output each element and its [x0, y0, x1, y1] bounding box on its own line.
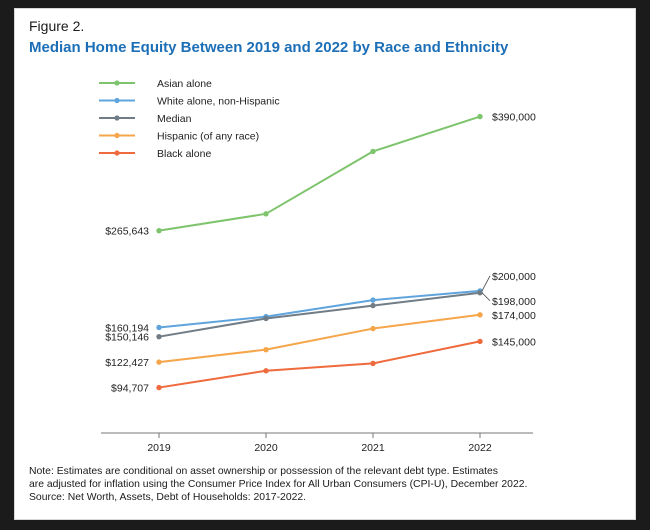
x-tick-label-2019: 2019 [147, 442, 171, 454]
start-label-white-alone-non-hispanic: $160,194 [105, 322, 149, 334]
point-black-alone-2022 [477, 338, 483, 345]
point-median-2022 [477, 290, 483, 296]
series-line-black-alone [158, 340, 481, 389]
legend-label-median: Median [157, 113, 192, 125]
end-label-hispanic-of-any-race: $174,000 [492, 310, 536, 322]
point-asian-alone-2019 [156, 227, 162, 234]
note-line-1: Note: Estimates are conditional on asset… [29, 466, 498, 477]
point-median-2020 [263, 315, 269, 322]
series-line-asian-alone [158, 115, 481, 232]
start-label-asian-alone: $265,643 [105, 226, 149, 238]
legend-swatch-marker-white-alone-non-hispanic [114, 97, 120, 104]
series-line-hispanic-of-any-race [158, 313, 481, 364]
figure-label: Figure 2. [29, 18, 85, 34]
point-black-alone-2019 [156, 384, 162, 391]
end-label-asian-alone: $390,000 [492, 112, 536, 124]
legend-label-black-alone: Black alone [157, 148, 211, 160]
start-label-black-alone: $94,707 [111, 383, 149, 395]
legend-label-asian-alone: Asian alone [157, 78, 212, 90]
point-median-2021 [370, 302, 376, 309]
point-hispanic-of-any-race-2020 [263, 346, 269, 353]
point-hispanic-of-any-race-2022 [477, 312, 483, 318]
legend-swatch-marker-black-alone [114, 150, 120, 156]
point-asian-alone-2020 [263, 211, 269, 217]
point-asian-alone-2022 [477, 113, 483, 120]
end-label-median: $198,000 [492, 296, 536, 308]
x-tick-label-2021: 2021 [361, 442, 385, 454]
point-white-alone-non-hispanic-2021 [370, 297, 376, 303]
legend-swatch-marker-median [114, 115, 120, 121]
leader-line-median [481, 292, 491, 302]
figure-notes: Note: Estimates are conditional on asset… [29, 465, 623, 504]
line-chart: 2019 2020 2021 2022 Asian alone White alone, … [99, 78, 536, 454]
series-line-median [158, 291, 481, 338]
point-white-alone-non-hispanic-2019 [156, 324, 162, 331]
note-line-2: are adjusted for inflation using the Con… [29, 479, 528, 490]
point-median-2019 [156, 333, 162, 340]
start-label-hispanic-of-any-race: $122,427 [105, 357, 149, 369]
x-tick-label-2020: 2020 [254, 442, 278, 454]
end-label-black-alone: $145,000 [492, 336, 536, 348]
series-line-white-alone-non-hispanic [158, 289, 481, 329]
legend-label-hispanic-of-any-race: Hispanic (of any race) [157, 130, 259, 142]
x-tick-label-2022: 2022 [468, 442, 492, 454]
figure-title: Median Home Equity Between 2019 and 2022… [29, 39, 509, 56]
leader-line-white-alone-non-hispanic [481, 275, 491, 292]
point-black-alone-2020 [263, 368, 269, 374]
point-black-alone-2021 [370, 360, 376, 367]
start-label-median: $150,146 [105, 332, 149, 344]
point-hispanic-of-any-race-2019 [156, 359, 162, 365]
legend-label-white-alone-non-hispanic: White alone, non-Hispanic [157, 95, 280, 107]
legend-swatch-marker-hispanic-of-any-race [114, 132, 120, 139]
end-label-white-alone-non-hispanic: $200,000 [492, 271, 536, 283]
legend-swatch-marker-asian-alone [114, 80, 120, 86]
point-asian-alone-2021 [370, 148, 376, 155]
point-hispanic-of-any-race-2021 [370, 325, 376, 332]
source-line: Source: Net Worth, Assets, Debt of House… [29, 492, 307, 503]
figure-frame: Figure 2. Median Home Equity Between 201… [14, 8, 636, 520]
